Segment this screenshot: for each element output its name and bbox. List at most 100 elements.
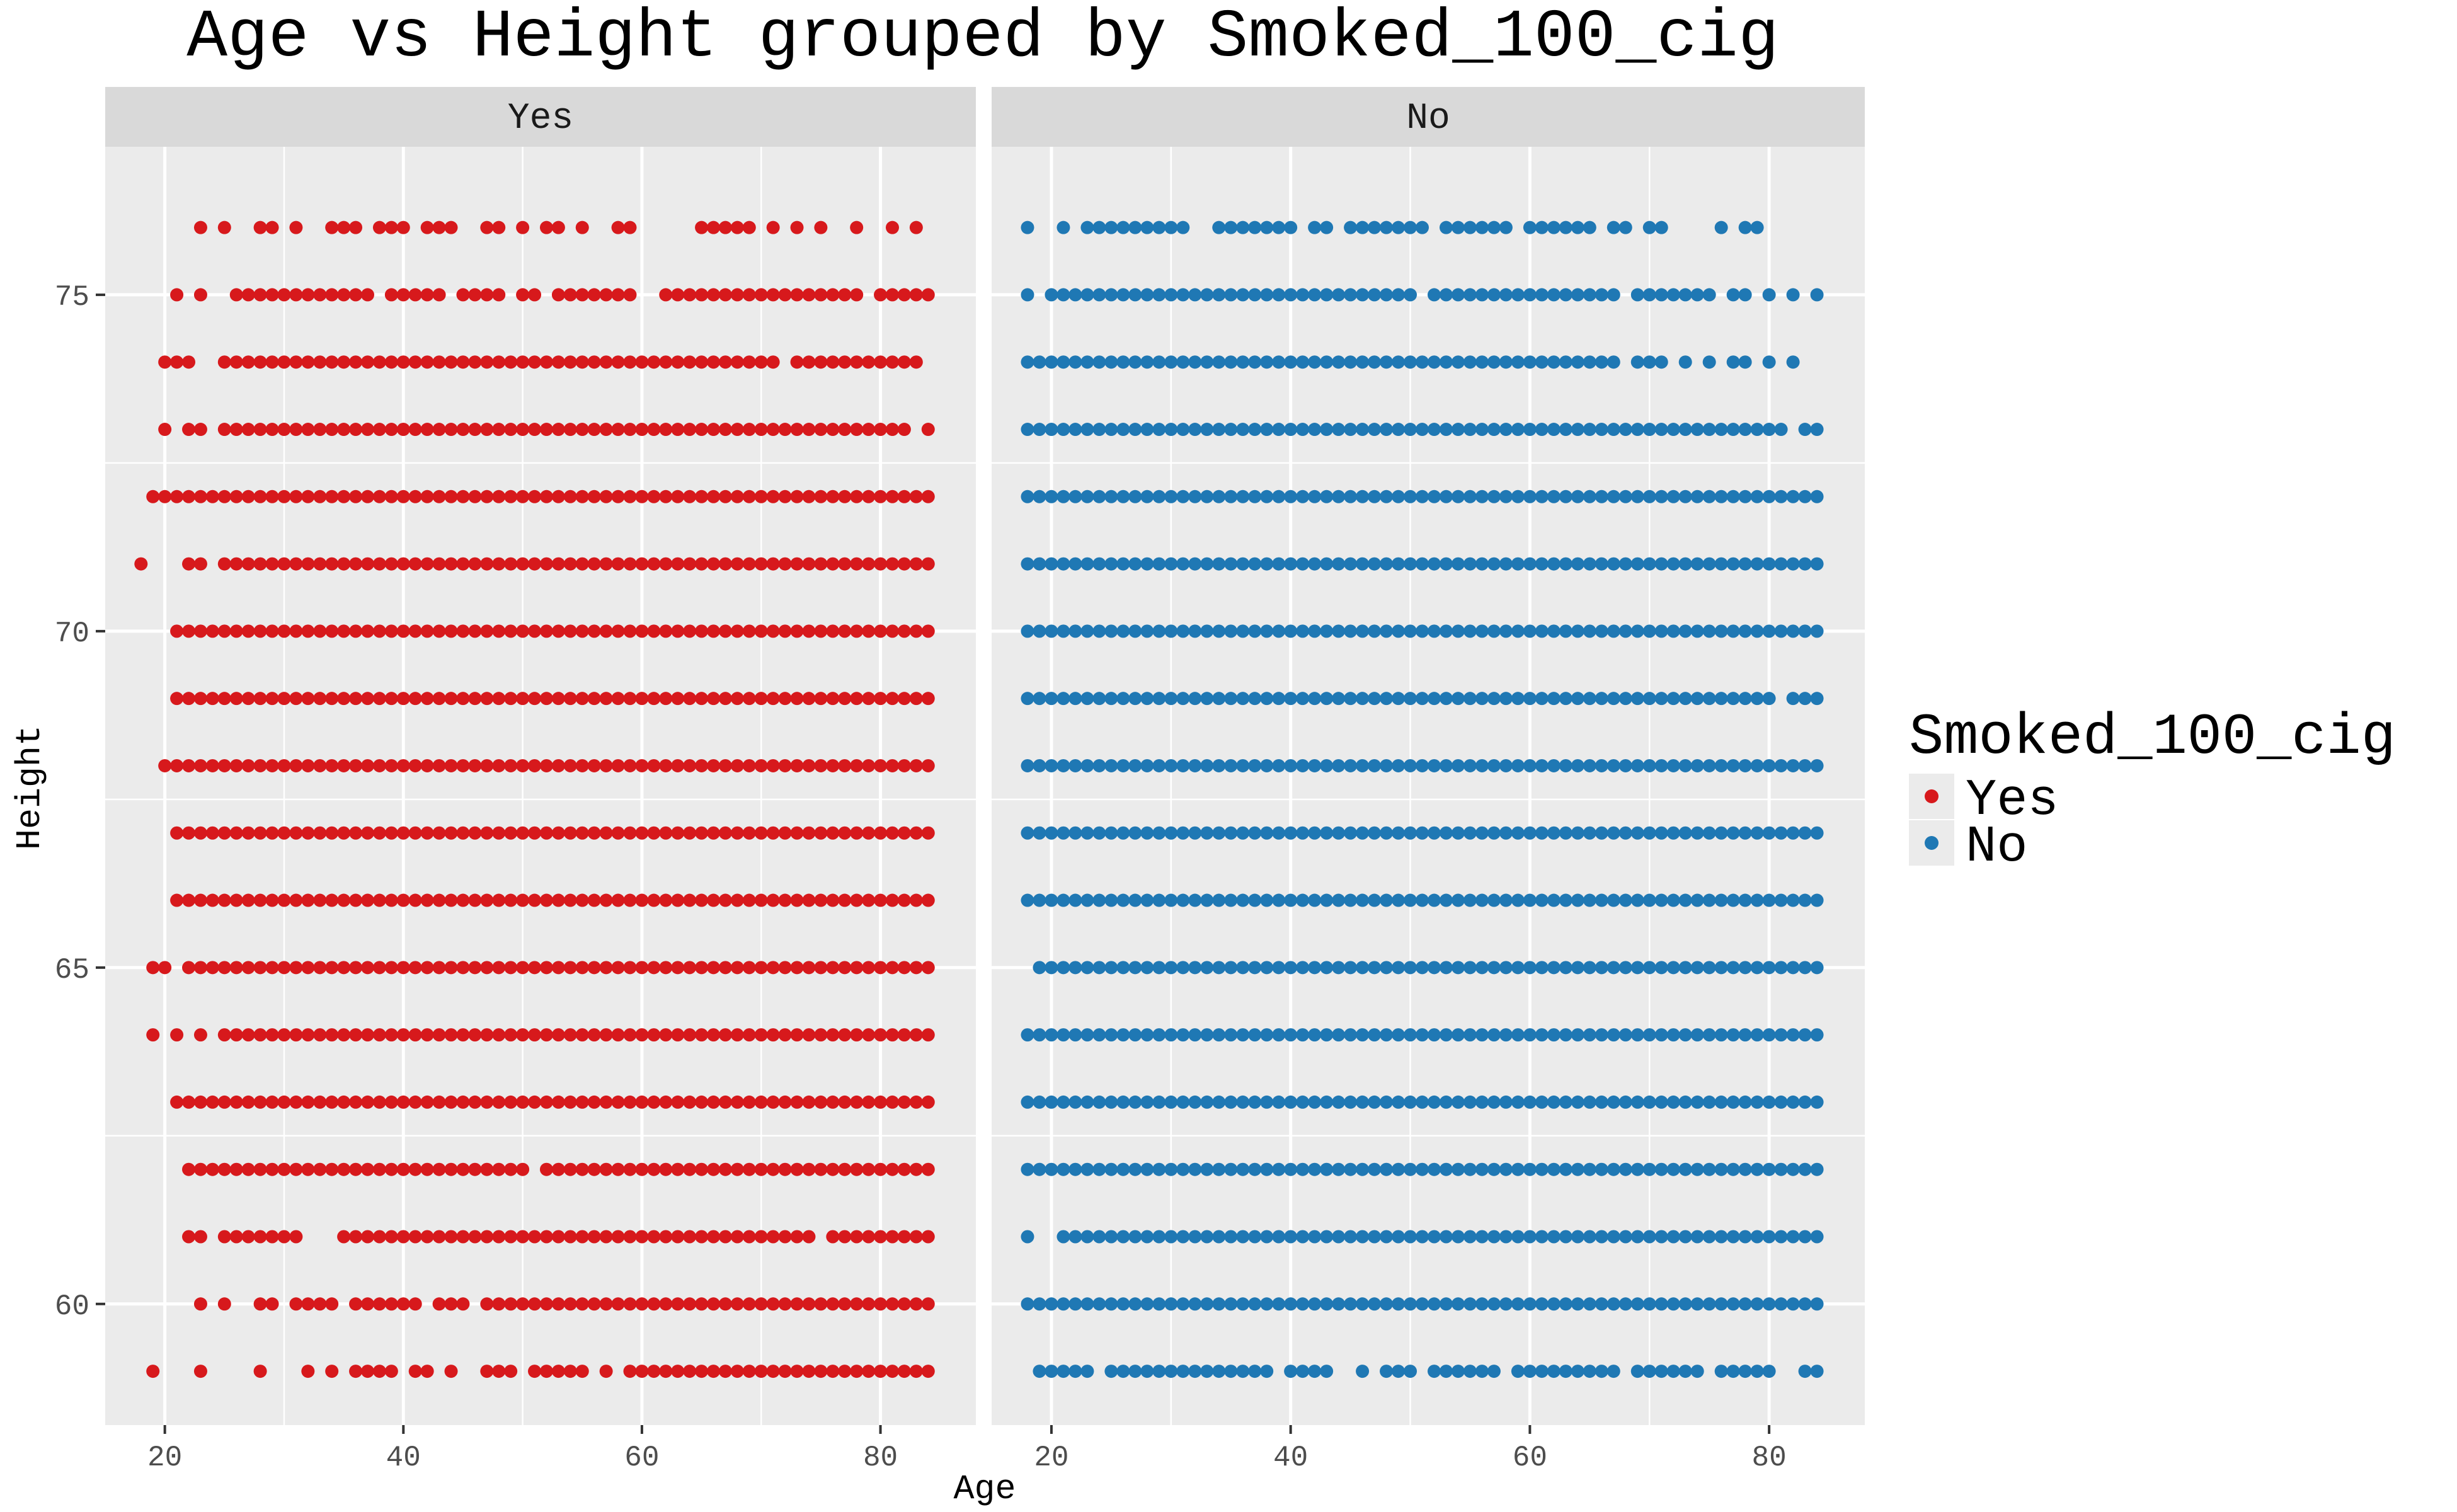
data-point-no bbox=[1726, 423, 1740, 437]
data-point-yes bbox=[528, 1365, 542, 1378]
data-point-yes bbox=[659, 1297, 673, 1311]
data-point-yes bbox=[241, 355, 255, 369]
data-point-no bbox=[1404, 826, 1418, 840]
data-point-no bbox=[1559, 1365, 1572, 1378]
data-point-yes bbox=[563, 355, 577, 369]
data-point-no bbox=[1762, 826, 1776, 840]
data-point-no bbox=[1595, 490, 1608, 503]
data-point-yes bbox=[337, 288, 351, 302]
data-point-no bbox=[1176, 355, 1190, 369]
data-point-yes bbox=[599, 1365, 613, 1378]
data-point-yes bbox=[396, 624, 410, 638]
data-point-no bbox=[1104, 423, 1118, 437]
data-point-yes bbox=[480, 1297, 494, 1311]
data-point-no bbox=[1212, 220, 1226, 234]
data-point-yes bbox=[205, 1095, 219, 1109]
data-point-no bbox=[1200, 1095, 1214, 1109]
data-point-yes bbox=[193, 759, 207, 772]
data-point-no bbox=[1786, 1162, 1800, 1176]
data-point-yes bbox=[301, 893, 315, 907]
data-point-no bbox=[1140, 759, 1154, 772]
data-point-yes bbox=[802, 624, 816, 638]
data-point-yes bbox=[718, 1028, 732, 1042]
data-point-yes bbox=[730, 288, 744, 302]
data-point-yes bbox=[408, 1162, 422, 1176]
data-point-yes bbox=[420, 893, 434, 907]
data-point-yes bbox=[647, 1297, 661, 1311]
data-point-no bbox=[1212, 1162, 1226, 1176]
data-point-yes bbox=[671, 759, 685, 772]
data-point-no bbox=[1583, 692, 1596, 706]
data-point-yes bbox=[313, 1162, 327, 1176]
data-point-yes bbox=[504, 692, 518, 706]
data-point-no bbox=[1068, 1028, 1082, 1042]
data-point-no bbox=[1475, 355, 1489, 369]
data-point-yes bbox=[289, 1162, 303, 1176]
data-point-yes bbox=[170, 1095, 184, 1109]
data-point-yes bbox=[778, 423, 792, 437]
data-point-no bbox=[1116, 692, 1130, 706]
data-point-yes bbox=[730, 1365, 744, 1378]
data-point-no bbox=[1416, 1095, 1429, 1109]
data-point-yes bbox=[671, 692, 685, 706]
data-point-yes bbox=[826, 893, 840, 907]
data-point-yes bbox=[671, 624, 685, 638]
data-point-no bbox=[1714, 624, 1728, 638]
data-point-no bbox=[1738, 423, 1752, 437]
data-point-yes bbox=[885, 1162, 899, 1176]
data-point-no bbox=[1128, 490, 1142, 503]
data-point-yes bbox=[862, 1162, 876, 1176]
data-point-no bbox=[1021, 759, 1034, 772]
data-point-yes bbox=[838, 1365, 852, 1378]
data-point-yes bbox=[539, 423, 553, 437]
data-point-no bbox=[1356, 1095, 1370, 1109]
data-point-yes bbox=[360, 1028, 374, 1042]
data-point-no bbox=[1272, 1230, 1286, 1244]
data-point-yes bbox=[277, 1230, 291, 1244]
data-point-yes bbox=[193, 1297, 207, 1311]
data-point-no bbox=[1296, 826, 1310, 840]
data-point-yes bbox=[575, 692, 589, 706]
data-point-yes bbox=[492, 1230, 506, 1244]
data-point-no bbox=[1404, 961, 1418, 975]
data-point-yes bbox=[909, 288, 923, 302]
data-point-no bbox=[1152, 423, 1166, 437]
data-point-yes bbox=[408, 423, 422, 437]
data-point-yes bbox=[217, 826, 231, 840]
data-point-yes bbox=[862, 624, 876, 638]
data-point-no bbox=[1451, 893, 1465, 907]
data-point-no bbox=[1404, 423, 1418, 437]
data-point-no bbox=[1499, 557, 1513, 571]
data-point-yes bbox=[504, 1230, 518, 1244]
data-point-yes bbox=[313, 490, 327, 503]
data-point-no bbox=[1810, 1028, 1824, 1042]
data-point-no bbox=[1260, 1230, 1274, 1244]
data-point-yes bbox=[802, 961, 816, 975]
data-point-no bbox=[1021, 1230, 1034, 1244]
data-point-no bbox=[1344, 692, 1358, 706]
data-point-yes bbox=[707, 624, 721, 638]
data-point-no bbox=[1021, 692, 1034, 706]
data-point-yes bbox=[444, 961, 458, 975]
data-point-no bbox=[1404, 1230, 1418, 1244]
data-point-no bbox=[1642, 220, 1656, 234]
data-point-yes bbox=[897, 692, 911, 706]
data-point-no bbox=[1654, 1230, 1668, 1244]
data-point-no bbox=[1416, 1230, 1429, 1244]
data-point-no bbox=[1762, 1297, 1776, 1311]
data-point-yes bbox=[432, 826, 446, 840]
data-point-yes bbox=[551, 1028, 565, 1042]
data-point-no bbox=[1128, 826, 1142, 840]
data-point-yes bbox=[265, 423, 279, 437]
x-tick-label: 60 bbox=[624, 1441, 659, 1474]
data-point-yes bbox=[683, 893, 697, 907]
data-point-no bbox=[1236, 759, 1250, 772]
data-point-no bbox=[1200, 423, 1214, 437]
data-point-yes bbox=[492, 288, 506, 302]
data-point-no bbox=[1630, 826, 1644, 840]
data-point-yes bbox=[253, 1162, 267, 1176]
data-point-no bbox=[1260, 1028, 1274, 1042]
data-point-yes bbox=[193, 557, 207, 571]
data-point-yes bbox=[909, 355, 923, 369]
data-point-yes bbox=[730, 961, 744, 975]
